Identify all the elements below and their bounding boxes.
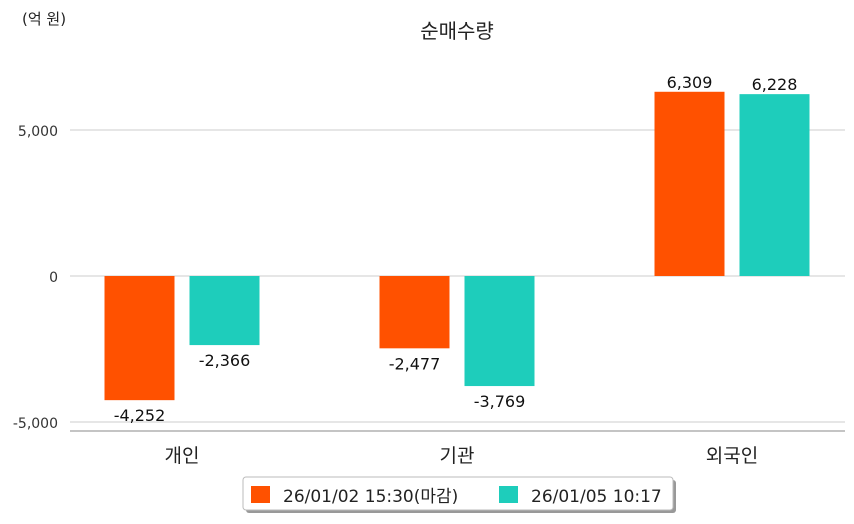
bar — [189, 276, 260, 346]
bar — [739, 94, 810, 277]
bar — [379, 276, 450, 349]
data-label: -2,366 — [199, 351, 251, 370]
data-label: -2,477 — [389, 354, 441, 373]
bar — [104, 276, 175, 401]
data-label: 6,228 — [752, 75, 798, 94]
legend-swatch — [251, 486, 270, 503]
data-label: -4,252 — [114, 406, 166, 425]
x-tick-label: 외국인 — [706, 445, 758, 467]
x-tick-label: 기관 — [440, 445, 475, 467]
data-label: -3,769 — [474, 392, 526, 411]
y-tick-label: -5,000 — [13, 416, 58, 432]
y-tick-label: 0 — [49, 270, 58, 286]
unit-label: (억 원) — [22, 10, 66, 28]
y-tick-label: 5,000 — [18, 124, 58, 140]
legend-swatch — [499, 486, 518, 503]
legend-label: 26/01/02 15:30(마감) — [283, 487, 458, 507]
legend-label: 26/01/05 10:17 — [531, 487, 662, 507]
x-tick-label: 개인 — [165, 445, 200, 467]
data-label: 6,309 — [667, 73, 713, 92]
bar — [654, 91, 725, 277]
chart-title: 순매수량 — [420, 19, 494, 43]
legend: 26/01/02 15:30(마감) 26/01/05 10:17 — [242, 476, 676, 513]
bar — [464, 276, 535, 387]
